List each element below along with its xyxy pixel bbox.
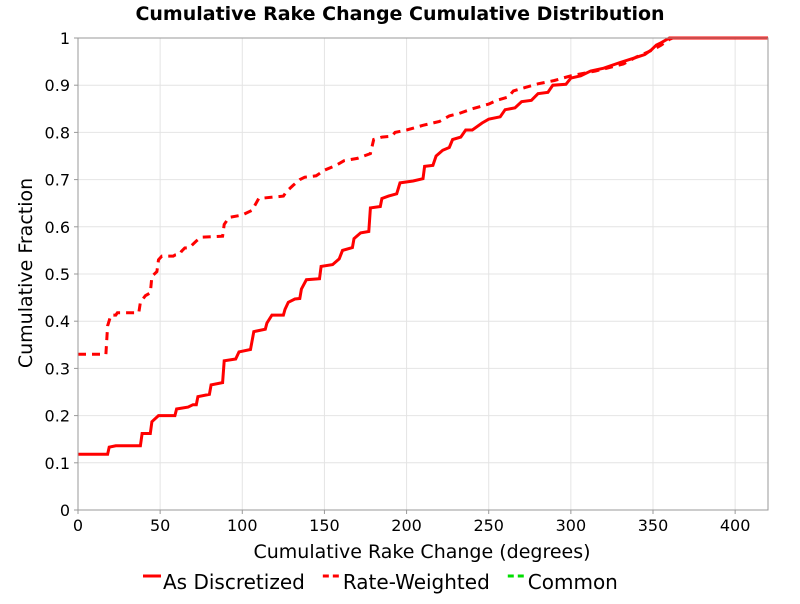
- y-tick-label: 0: [60, 501, 70, 520]
- axis-layer: 0 50 100 150 200 250 300 350 400 0 0.1 0.2 0.3 0.4 0.5…: [45, 29, 751, 535]
- legend-label-as-discretized: As Discretized: [163, 570, 305, 594]
- y-axis-label: Cumulative Fraction: [15, 178, 37, 368]
- chart-title: Cumulative Rake Change Cumulative Distri…: [135, 3, 664, 25]
- legend: As Discretized Rate-Weighted Common: [143, 570, 618, 594]
- y-tick-label: 0.4: [45, 312, 70, 331]
- x-tick-label: 300: [556, 516, 587, 535]
- y-tick-label: 1: [60, 29, 70, 48]
- x-tick-label: 50: [150, 516, 170, 535]
- y-tick-label: 0.2: [45, 407, 70, 426]
- x-tick-label: 0: [73, 516, 83, 535]
- legend-label-common: Common: [528, 570, 618, 594]
- x-tick-label: 200: [391, 516, 422, 535]
- x-tick-label: 350: [638, 516, 669, 535]
- series-layer: [78, 36, 768, 456]
- series-line-as-discretized: [78, 36, 768, 456]
- y-tick-label: 0.6: [45, 218, 70, 237]
- y-tick-label: 0.8: [45, 123, 70, 142]
- y-tick-label: 0.5: [45, 265, 70, 284]
- x-tick-label: 100: [227, 516, 258, 535]
- y-tick-label: 0.7: [45, 171, 70, 190]
- y-tick-label: 0.3: [45, 359, 70, 378]
- x-tick-label: 250: [473, 516, 504, 535]
- y-tick-label: 0.9: [45, 76, 70, 95]
- legend-label-rate-weighted: Rate-Weighted: [343, 570, 490, 594]
- series-line-rate-weighted: [78, 36, 768, 356]
- x-tick-label: 400: [720, 516, 751, 535]
- x-axis-label: Cumulative Rake Change (degrees): [253, 541, 590, 563]
- x-tick-label: 150: [309, 516, 340, 535]
- y-tick-label: 0.1: [45, 454, 70, 473]
- grid-lines: [77, 37, 768, 511]
